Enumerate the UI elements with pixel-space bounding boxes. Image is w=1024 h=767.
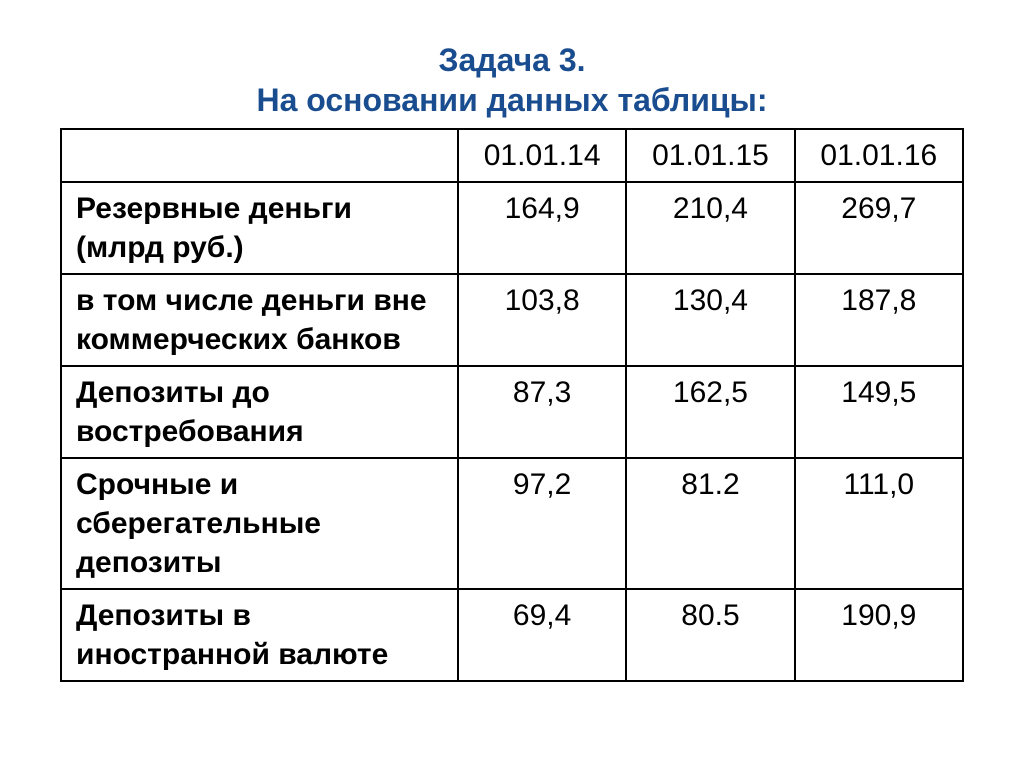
row-value: 97,2: [458, 458, 626, 589]
table-header-row: 01.01.14 01.01.15 01.01.16: [61, 129, 963, 182]
row-label: Срочные и сберегательные депозиты: [61, 458, 458, 589]
row-value: 187,8: [795, 274, 963, 366]
title-line-2: На основании данных таблицы:: [60, 80, 964, 120]
table-row: Срочные и сберегательные депозиты 97,2 8…: [61, 458, 963, 589]
row-value: 149,5: [795, 366, 963, 458]
row-value: 103,8: [458, 274, 626, 366]
row-value: 69,4: [458, 589, 626, 681]
row-value: 130,4: [626, 274, 794, 366]
row-value: 87,3: [458, 366, 626, 458]
title-line-1: Задача 3.: [60, 40, 964, 80]
title-block: Задача 3. На основании данных таблицы:: [60, 40, 964, 120]
row-value: 111,0: [795, 458, 963, 589]
row-label: Резервные деньги (млрд руб.): [61, 182, 458, 274]
data-table: 01.01.14 01.01.15 01.01.16 Резервные ден…: [60, 128, 964, 682]
table-row: Резервные деньги (млрд руб.) 164,9 210,4…: [61, 182, 963, 274]
row-value: 80.5: [626, 589, 794, 681]
row-label: Депозиты в иностранной валюте: [61, 589, 458, 681]
header-col-3: 01.01.16: [795, 129, 963, 182]
header-col-1: 01.01.14: [458, 129, 626, 182]
row-value: 210,4: [626, 182, 794, 274]
row-value: 164,9: [458, 182, 626, 274]
row-value: 162,5: [626, 366, 794, 458]
row-value: 190,9: [795, 589, 963, 681]
row-label: Депозиты до востребования: [61, 366, 458, 458]
table-row: Депозиты до востребования 87,3 162,5 149…: [61, 366, 963, 458]
header-col-2: 01.01.15: [626, 129, 794, 182]
row-label: в том числе деньги вне коммерческих банк…: [61, 274, 458, 366]
row-value: 81.2: [626, 458, 794, 589]
table-row: в том числе деньги вне коммерческих банк…: [61, 274, 963, 366]
header-empty: [61, 129, 458, 182]
row-value: 269,7: [795, 182, 963, 274]
table-row: Депозиты в иностранной валюте 69,4 80.5 …: [61, 589, 963, 681]
